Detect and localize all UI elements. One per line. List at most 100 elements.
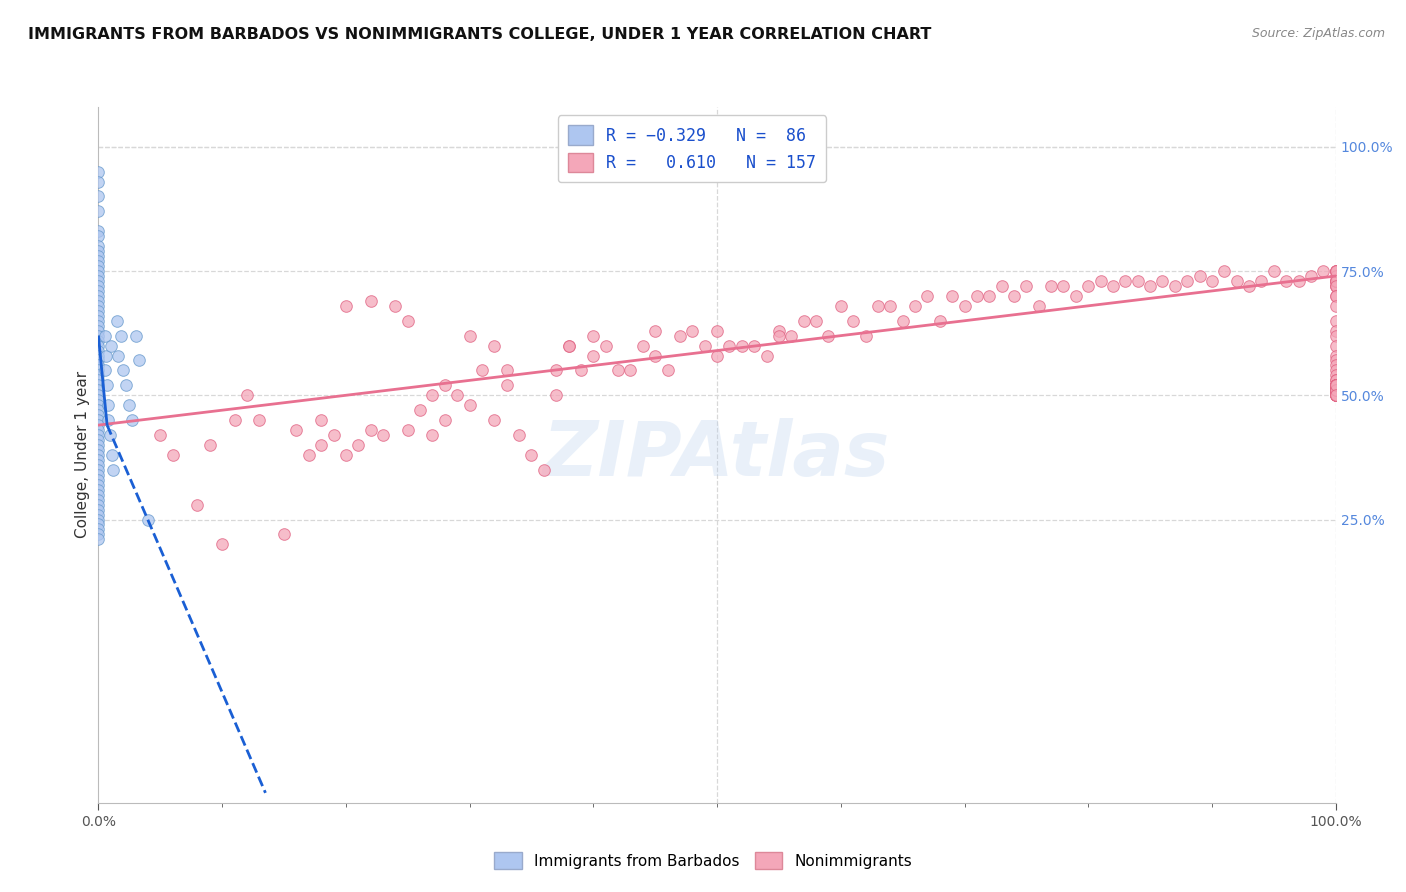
Point bbox=[557, 338, 579, 352]
Point bbox=[87, 268, 110, 283]
Point bbox=[1312, 264, 1334, 278]
Point bbox=[1324, 384, 1347, 398]
Point bbox=[87, 418, 110, 433]
Point bbox=[87, 318, 110, 333]
Point bbox=[1299, 268, 1322, 283]
Point bbox=[928, 314, 950, 328]
Point bbox=[87, 299, 110, 313]
Point bbox=[1324, 388, 1347, 402]
Point bbox=[309, 438, 332, 452]
Point bbox=[87, 349, 110, 363]
Point bbox=[87, 359, 110, 373]
Point bbox=[607, 363, 630, 377]
Point bbox=[879, 299, 901, 313]
Point bbox=[546, 388, 568, 402]
Point bbox=[110, 328, 132, 343]
Point bbox=[1002, 289, 1025, 303]
Legend: R = −0.329   N =  86, R =   0.610   N = 157: R = −0.329 N = 86, R = 0.610 N = 157 bbox=[558, 115, 827, 182]
Point bbox=[93, 328, 115, 343]
Point bbox=[1324, 274, 1347, 288]
Point bbox=[1324, 388, 1347, 402]
Point bbox=[409, 403, 432, 417]
Point bbox=[768, 324, 790, 338]
Point bbox=[118, 398, 141, 412]
Point bbox=[1324, 384, 1347, 398]
Point bbox=[1324, 264, 1347, 278]
Point bbox=[990, 279, 1012, 293]
Point bbox=[1324, 264, 1347, 278]
Point bbox=[309, 413, 332, 427]
Point bbox=[1324, 264, 1347, 278]
Point bbox=[1114, 274, 1136, 288]
Point bbox=[87, 473, 110, 487]
Point bbox=[1324, 384, 1347, 398]
Point bbox=[322, 428, 344, 442]
Point bbox=[1324, 274, 1347, 288]
Point bbox=[100, 338, 122, 352]
Point bbox=[396, 423, 419, 437]
Point bbox=[1324, 378, 1347, 392]
Point bbox=[87, 413, 110, 427]
Point bbox=[422, 428, 444, 442]
Point bbox=[198, 438, 221, 452]
Point bbox=[1324, 384, 1347, 398]
Point bbox=[87, 423, 110, 437]
Point bbox=[1324, 264, 1347, 278]
Point bbox=[384, 299, 406, 313]
Point bbox=[520, 448, 543, 462]
Point bbox=[458, 398, 481, 412]
Point bbox=[1324, 378, 1347, 392]
Point bbox=[1324, 378, 1347, 392]
Point bbox=[1126, 274, 1149, 288]
Point bbox=[484, 338, 506, 352]
Point bbox=[98, 428, 121, 442]
Point bbox=[360, 293, 382, 308]
Point bbox=[87, 533, 110, 547]
Point bbox=[681, 324, 703, 338]
Point bbox=[731, 338, 754, 352]
Point bbox=[97, 398, 120, 412]
Point bbox=[619, 363, 641, 377]
Point bbox=[87, 303, 110, 318]
Point bbox=[1237, 279, 1260, 293]
Point bbox=[569, 363, 592, 377]
Point bbox=[87, 483, 110, 497]
Point bbox=[1324, 378, 1347, 392]
Point bbox=[247, 413, 270, 427]
Point bbox=[105, 314, 128, 328]
Point bbox=[93, 363, 115, 377]
Point bbox=[285, 423, 308, 437]
Point bbox=[87, 508, 110, 522]
Point bbox=[1324, 353, 1347, 368]
Point bbox=[1324, 378, 1347, 392]
Point bbox=[87, 259, 110, 273]
Point bbox=[1324, 384, 1347, 398]
Point bbox=[87, 373, 110, 387]
Point bbox=[1213, 264, 1236, 278]
Point bbox=[804, 314, 827, 328]
Point bbox=[1324, 373, 1347, 387]
Point bbox=[718, 338, 741, 352]
Point bbox=[780, 328, 803, 343]
Point bbox=[347, 438, 370, 452]
Text: Source: ZipAtlas.com: Source: ZipAtlas.com bbox=[1251, 27, 1385, 40]
Point bbox=[657, 363, 679, 377]
Point bbox=[149, 428, 172, 442]
Point bbox=[335, 299, 357, 313]
Point bbox=[1188, 268, 1211, 283]
Point bbox=[101, 448, 124, 462]
Point bbox=[94, 349, 117, 363]
Point bbox=[557, 338, 579, 352]
Point bbox=[114, 378, 136, 392]
Point bbox=[87, 314, 110, 328]
Point bbox=[546, 363, 568, 377]
Point bbox=[87, 517, 110, 532]
Point bbox=[87, 343, 110, 358]
Text: ZIPAtlas: ZIPAtlas bbox=[543, 418, 891, 491]
Point bbox=[866, 299, 889, 313]
Point bbox=[87, 477, 110, 491]
Point bbox=[87, 324, 110, 338]
Point bbox=[793, 314, 815, 328]
Point bbox=[87, 403, 110, 417]
Point bbox=[1288, 274, 1310, 288]
